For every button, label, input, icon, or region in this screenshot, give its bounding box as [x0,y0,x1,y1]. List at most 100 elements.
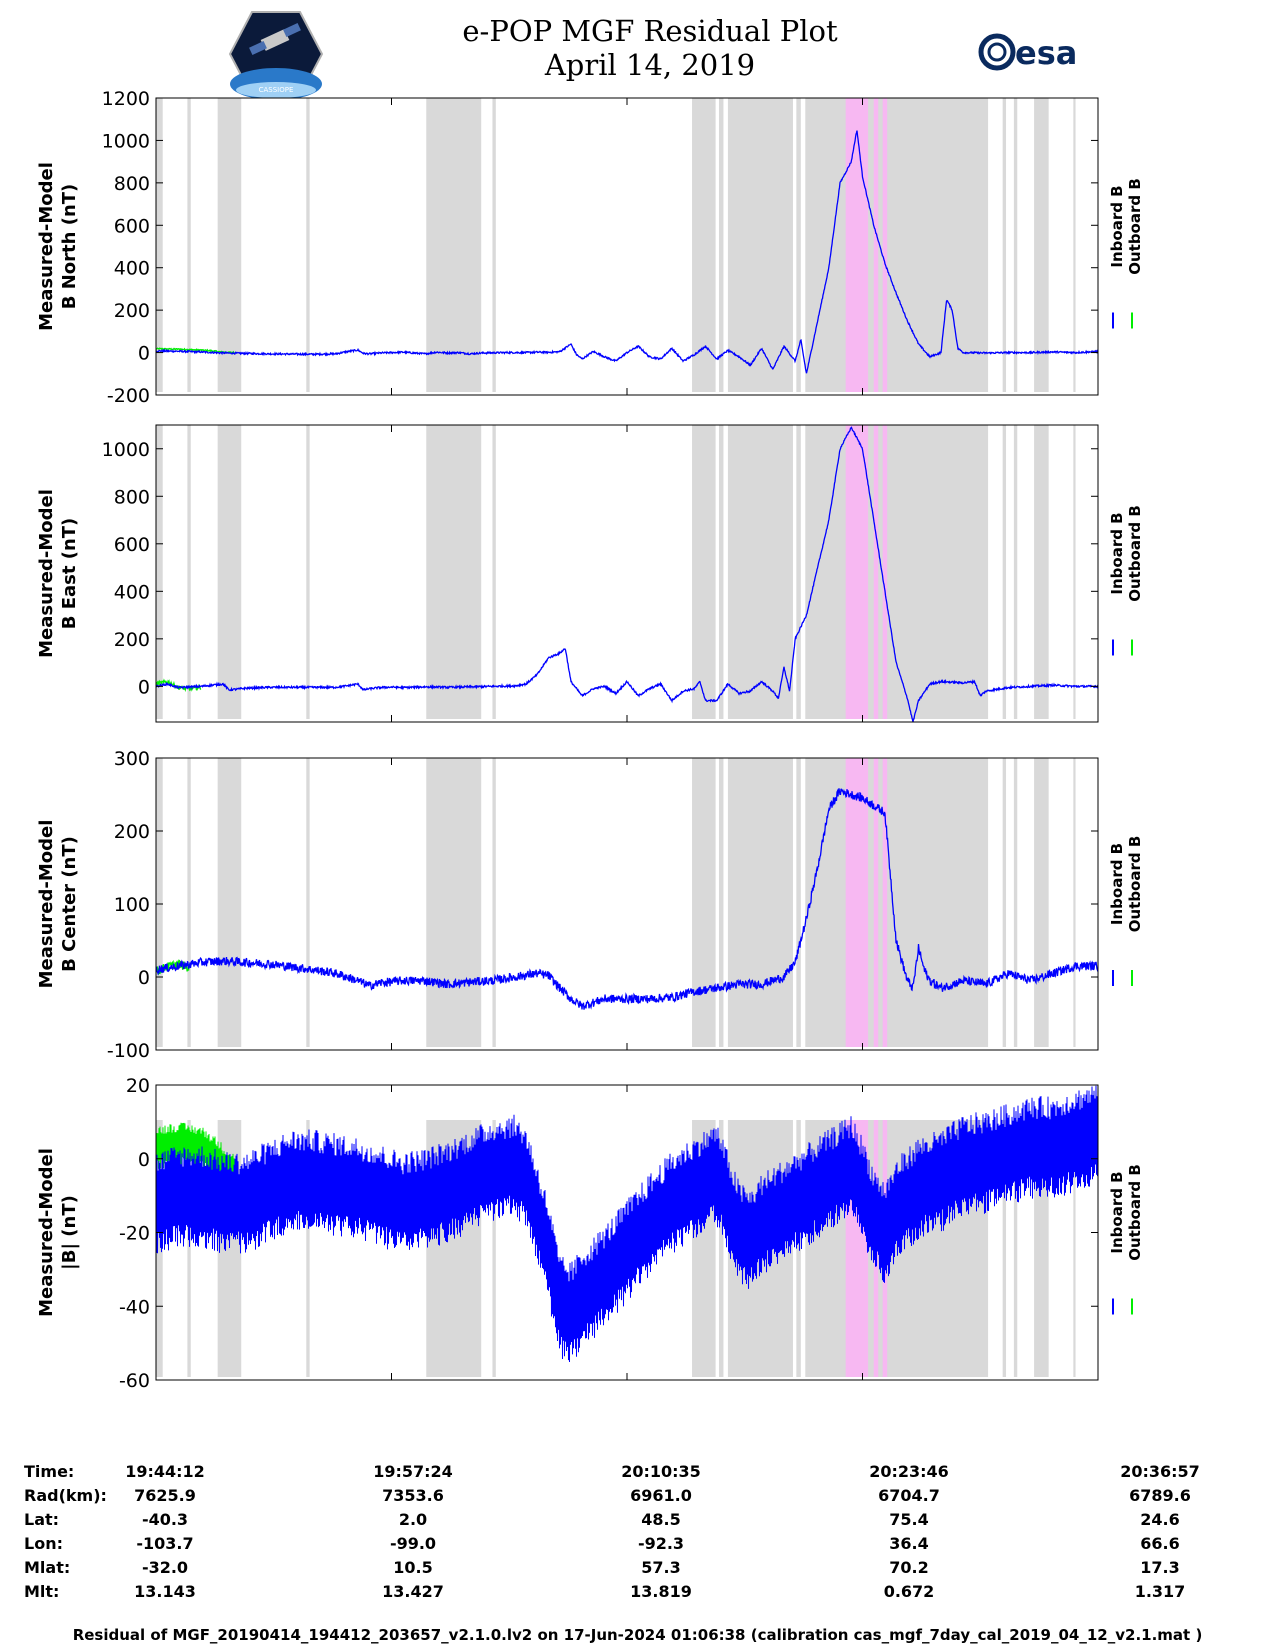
cassiope-logo-text: CASSIOPE [259,86,294,94]
series-inboard-b [156,788,1098,1010]
rad-value-3: 6704.7 [878,1486,940,1505]
cassiope-logo: CASSIOPE [228,11,324,98]
legend: Inboard B Outboard B [1108,178,1144,275]
y-tick-label: 0 [138,676,150,698]
series-inboard-b [156,1085,1098,1363]
y-axis-label: Measured-Model B North (nT) [36,162,80,331]
gap-band [492,98,496,392]
plot-title: e-POP MGF Residual Plot April 14, 2019 [380,14,920,82]
y-tick-label: 600 [114,534,150,556]
y-axis-label: Measured-Model B Center (nT) [36,820,80,989]
legend-entry-inboard: Inboard B [1108,512,1126,594]
mlat-value-2: 57.3 [641,1558,681,1577]
series-outboard-b [156,347,235,355]
y-axis-label-line-1: Measured-Model [36,820,57,989]
gap-band [692,758,716,1047]
y-tick-label: -100 [107,1040,150,1062]
y-tick-label: 1000 [102,439,150,461]
gap-band [187,98,191,392]
event-band [882,758,888,1047]
gap-band [306,98,310,392]
y-axis-label: Measured-Model |B| (nT) [36,1148,80,1317]
gap-band [187,1120,191,1377]
gap-band [1073,758,1076,1047]
gap-band [1002,98,1007,392]
gap-band [796,425,801,719]
gap-band [1034,98,1049,392]
event-band [845,758,869,1047]
y-axis-label-line-1: Measured-Model [36,162,57,331]
legend-entry-outboard: Outboard B [1126,836,1144,933]
row-label-mlat: Mlat: [24,1558,71,1577]
gap-band [727,98,793,392]
mlt-value-2: 13.819 [630,1582,692,1601]
legend: Inboard B Outboard B [1108,836,1144,933]
gap-band [492,425,496,719]
gap-band [306,1120,310,1377]
row-label-lat: Lat: [24,1510,60,1529]
panel-4: -60 -40 -20 0 20 Measured-Model |B| (nT) Inboar… [36,1075,1144,1392]
gap-band [718,758,724,1047]
gap-band [727,425,793,719]
y-tick-label: 400 [114,581,150,603]
legend-entry-inboard: Inboard B [1108,185,1126,267]
panel-1: -200 0 200 400 600 800 1000 1200 Measured-Model B… [36,88,1144,407]
gap-band [692,425,716,719]
lat-value-3: 75.4 [889,1510,929,1529]
y-tick-label: 0 [138,1149,150,1171]
lat-value-1: 2.0 [398,1510,428,1529]
y-tick-label: 300 [114,748,150,770]
y-tick-label: -20 [119,1223,150,1245]
mlat-value-0: -32.0 [141,1558,189,1577]
y-tick-label: -40 [119,1296,150,1318]
lon-value-1: -99.0 [389,1534,437,1553]
lat-value-2: 48.5 [641,1510,681,1529]
gap-band [217,98,242,392]
gap-band [1002,1120,1007,1377]
time-value-4: 20:36:57 [1120,1462,1200,1481]
y-axis-label-line-1: Measured-Model [36,1148,57,1317]
gap-band [217,758,242,1047]
y-tick-label: 200 [114,300,150,322]
esa-logo: esa [978,33,1077,72]
legend-entry-outboard: Outboard B [1126,505,1144,602]
rad-value-1: 7353.6 [382,1486,444,1505]
gap-band [1013,758,1018,1047]
gap-band [1013,1120,1018,1377]
y-tick-label: 800 [114,486,150,508]
legend: Inboard B Outboard B [1108,505,1144,602]
esa-logo-text: esa [1015,34,1077,72]
y-axis-label-line-1: Measured-Model [36,489,57,658]
y-tick-label: -60 [119,1370,150,1392]
gap-band [796,1120,801,1377]
lon-value-2: -92.3 [637,1534,685,1553]
y-tick-label: 400 [114,258,150,280]
y-tick-label: 0 [138,343,150,365]
mlt-value-3: 0.672 [883,1582,935,1601]
gap-band [1073,425,1076,719]
gap-band [1073,1120,1076,1377]
y-axis-label-line-2: |B| (nT) [59,1195,80,1270]
legend-entry-inboard: Inboard B [1108,1171,1126,1253]
rad-value-2: 6961.0 [630,1486,692,1505]
gap-band [805,425,989,719]
time-value-0: 19:44:12 [125,1462,205,1481]
gap-band [306,758,310,1047]
gap-band [1013,425,1018,719]
legend-entry-inboard: Inboard B [1108,843,1126,925]
gap-band [187,425,191,719]
legend: Inboard B Outboard B [1108,1164,1144,1261]
gap-band [426,425,482,719]
mlat-value-3: 70.2 [889,1558,929,1577]
panel-2: 0 200 400 600 800 1000 Measured-Model B East (n… [36,424,1144,723]
mlt-value-0: 13.143 [134,1582,196,1601]
y-tick-label: 1200 [102,88,150,110]
lat-value-0: -40.3 [141,1510,189,1529]
lon-value-0: -103.7 [136,1534,194,1553]
lon-value-4: 66.6 [1140,1534,1180,1553]
y-axis-label: Measured-Model B East (nT) [36,489,80,658]
row-label-mlt: Mlt: [24,1582,60,1601]
gap-band [692,98,716,392]
footer-caption: Residual of MGF_20190414_194412_203657_v… [72,1626,1203,1644]
series-group [156,788,1098,1010]
